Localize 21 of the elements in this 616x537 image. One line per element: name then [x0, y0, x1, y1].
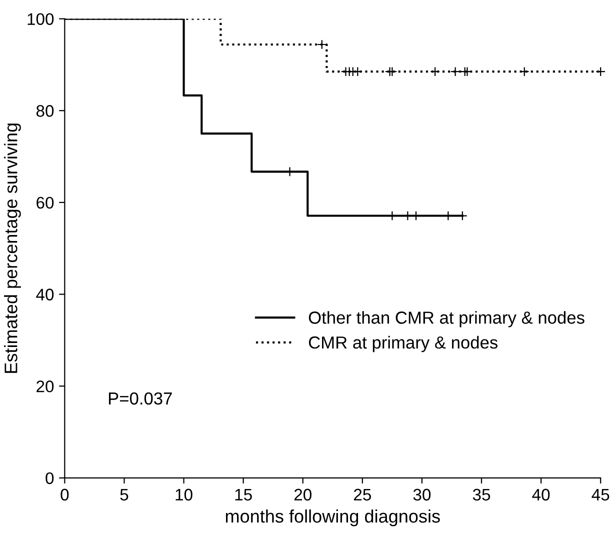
x-tick-label: 10 — [176, 488, 192, 501]
y-tick-label: 40 — [36, 288, 54, 300]
y-tick-label: 100 — [28, 13, 54, 25]
x-tick-label: 15 — [235, 488, 252, 501]
x-tick-label: 45 — [592, 488, 610, 501]
y-axis-title: Estimated percentage surviving — [4, 124, 21, 373]
x-tick-label: 40 — [532, 488, 550, 501]
x-tick-label: 25 — [354, 488, 371, 501]
x-axis-title: months following diagnosis — [226, 509, 440, 526]
x-tick-label: 5 — [120, 488, 128, 501]
y-tick-label: 60 — [36, 196, 54, 209]
x-tick-label: 30 — [413, 488, 431, 501]
y-tick-label: 20 — [36, 380, 54, 392]
x-tick-label: 0 — [60, 488, 69, 501]
x-tick-label: 35 — [472, 488, 490, 501]
legend-label: CMR at primary & nodes — [308, 336, 498, 352]
y-tick-label: 80 — [36, 105, 54, 117]
y-tick-label: 0 — [46, 472, 54, 484]
annotation: P=0.037 — [108, 392, 172, 405]
x-tick-label: 20 — [294, 488, 312, 501]
legend-label: Other than CMR at primary & nodes — [308, 311, 584, 328]
